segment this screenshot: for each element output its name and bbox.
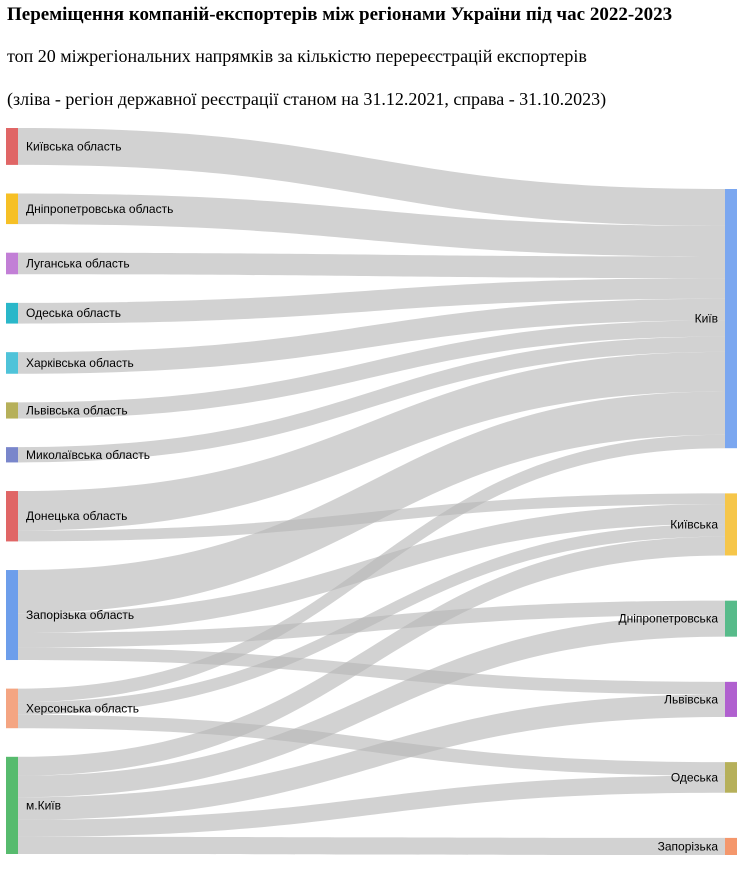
node-luhansk_obl [6,252,18,275]
node-label-zaporizhzhia_obl: Запорізька область [26,608,134,622]
node-label-t_odesa: Одеська [671,770,719,784]
sankey-nodes: Київська область Дніпропетровська область… [6,128,737,855]
node-t_kyiv [725,189,737,449]
chart-subtitle: топ 20 міжрегіональних напрямків за кіль… [7,46,587,66]
flow-link-kyiv_city-to-t_lviv [18,694,725,820]
flow-link-dnipro_obl-to-t_kyiv [18,193,725,257]
flow-link-lviv_obl-to-t_kyiv [18,320,725,419]
node-kherson_obl [6,688,18,729]
node-label-mykolaiv_obl: Миколаївська область [26,448,150,462]
chart-title: Переміщення компаній-експортерів між рег… [7,4,673,25]
flow-link-kyiv_city-to-t_odesa [18,775,725,837]
flow-link-zaporizhzhia_obl-to-t_kyiv [18,391,725,614]
node-label-dnipro_obl: Дніпропетровська область [26,202,173,216]
node-t_zaporizhzhia [725,837,737,855]
node-odesa_obl [6,302,18,324]
node-label-kyiv_city: м.Київ [26,798,61,812]
flow-link-donetsk_obl-to-t_kyiv [18,351,725,531]
node-label-t_kyiv: Київ [695,312,718,326]
node-dnipro_obl [6,193,18,225]
flow-link-mykolaiv_obl-to-t_kyiv [18,336,725,463]
flow-link-kherson_obl-to-t_kyiv [18,434,725,703]
flow-link-kyiv_city-to-t_zaporizhzhia [18,836,725,855]
node-t_odesa [725,762,737,793]
flow-link-kyiv_city-to-t_kyivska [18,536,725,776]
flow-link-kyiv_city-to-t_dnipro [18,615,725,798]
flow-link-odesa_obl-to-t_kyiv [18,278,725,324]
flow-link-kharkiv_obl-to-t_kyiv [18,298,725,374]
node-label-donetsk_obl: Донецька область [26,509,127,523]
node-label-kharkiv_obl: Харківська область [26,356,134,370]
node-label-kyivska_obl: Київська область [26,139,121,153]
flow-link-kyivska_obl-to-t_kyiv [18,128,725,226]
node-mykolaiv_obl [6,447,18,463]
node-label-odesa_obl: Одеська область [26,306,121,320]
node-label-t_lviv: Львівська [664,692,718,706]
node-label-lviv_obl: Львівська область [26,403,128,417]
node-kyivska_obl [6,128,18,165]
node-zaporizhzhia_obl [6,570,18,661]
node-kyiv_city [6,756,18,854]
node-label-t_dnipro: Дніпропетровська [618,612,718,626]
node-label-t_zaporizhzhia: Запорізька [658,839,719,853]
chart-note: (зліва - регіон державної реєстрації ста… [7,89,607,109]
node-t_lviv [725,681,737,717]
node-lviv_obl [6,402,18,419]
flow-link-kherson_obl-to-t_odesa [18,714,725,776]
node-kharkiv_obl [6,352,18,374]
node-t_kyivska [725,493,737,556]
node-label-t_kyivska: Київська [670,517,718,531]
flow-links [18,128,725,855]
flow-link-zaporizhzhia_obl-to-t_lviv [18,647,725,695]
node-donetsk_obl [6,491,18,542]
flow-link-kherson_obl-to-t_kyivska [18,523,725,715]
flow-link-luhansk_obl-to-t_kyiv [18,252,725,279]
node-label-luhansk_obl: Луганська область [26,256,130,270]
node-t_dnipro [725,600,737,637]
node-label-kherson_obl: Херсонська область [26,701,139,715]
